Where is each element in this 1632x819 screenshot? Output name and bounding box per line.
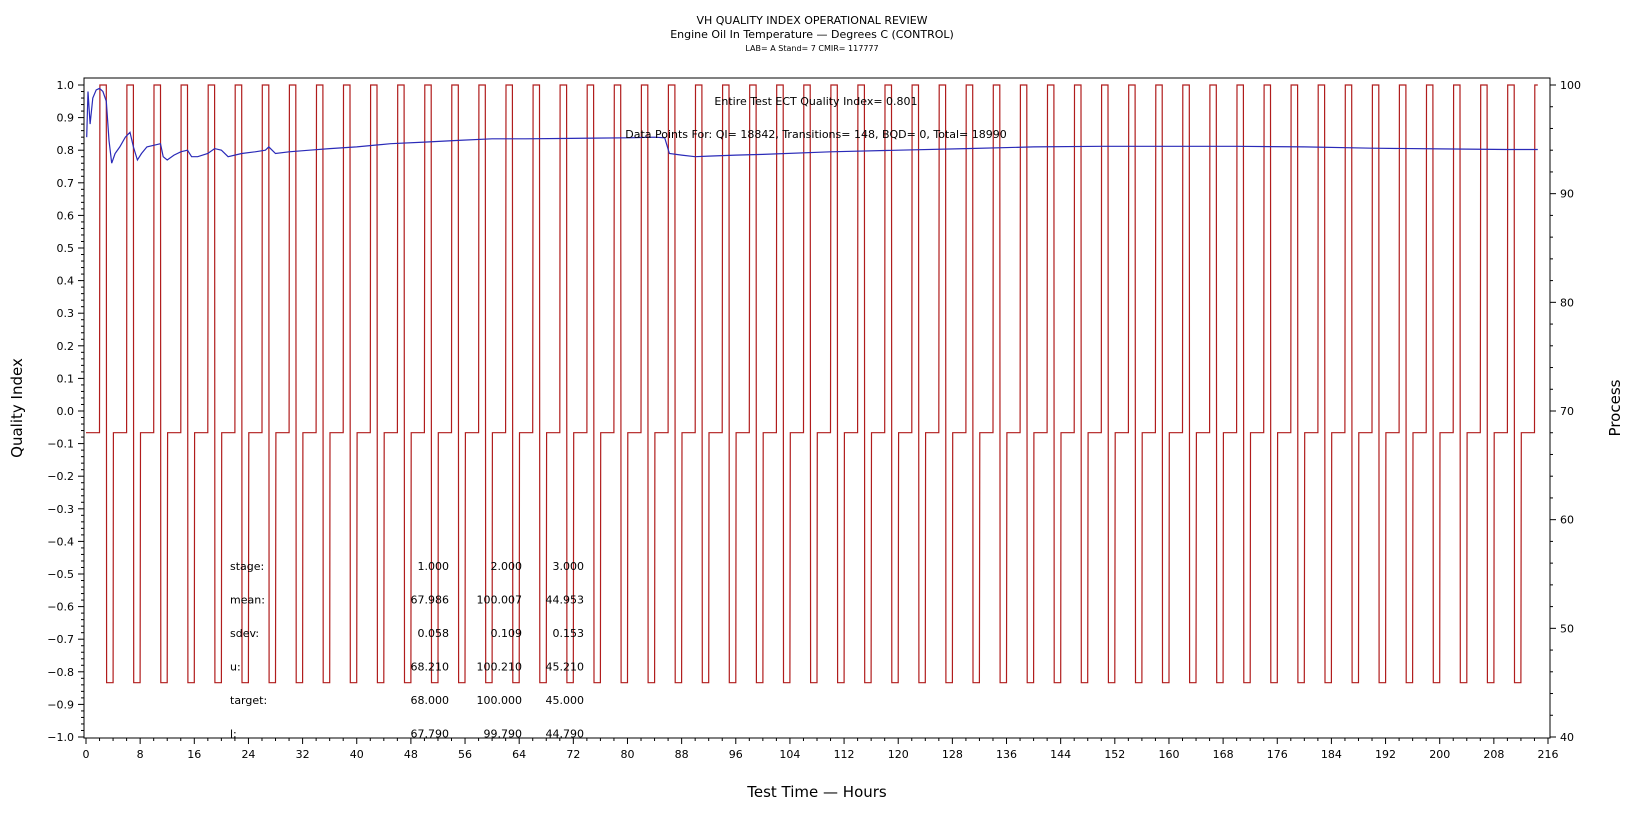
y2-tick-label: 60 — [1560, 514, 1574, 527]
x-tick-label: 136 — [996, 748, 1017, 761]
stats-cell: 100.210 — [477, 661, 523, 674]
x-tick-label: 216 — [1538, 748, 1559, 761]
x-tick-label: 24 — [241, 748, 255, 761]
stats-cell: 100.000 — [477, 694, 523, 707]
stats-cell: 3.000 — [553, 560, 585, 573]
stats-cell: 2.000 — [491, 560, 523, 573]
x-tick-label: 192 — [1375, 748, 1396, 761]
x-tick-label: 80 — [620, 748, 634, 761]
x-tick-label: 168 — [1213, 748, 1234, 761]
stats-table: stage: 1.000 2.000 3.000 mean: 67.986 100.007 4… — [230, 560, 584, 741]
x-tick-label: 184 — [1321, 748, 1342, 761]
y2-tick-label: 90 — [1560, 188, 1574, 201]
stats-cell: 44.790 — [546, 728, 585, 741]
x-tick-label: 104 — [779, 748, 800, 761]
x-tick-label: 144 — [1050, 748, 1071, 761]
x-tick-label: 96 — [729, 748, 743, 761]
x-tick-label: 40 — [350, 748, 364, 761]
y-tick-label: −0.7 — [47, 633, 74, 646]
x-axis-title: Test Time — Hours — [746, 783, 887, 801]
stats-cell: 1.000 — [418, 560, 450, 573]
y-tick-label: −1.0 — [47, 731, 74, 744]
y-tick-label: 0.9 — [57, 112, 75, 125]
x-tick-label: 16 — [187, 748, 201, 761]
stats-cell: 68.000 — [411, 694, 450, 707]
stats-cell: 68.210 — [411, 661, 450, 674]
y-tick-label: 0.4 — [57, 275, 75, 288]
y-tick-label: 0.3 — [57, 307, 75, 320]
y-tick-label: −0.3 — [47, 503, 74, 516]
y-tick-label: 1.0 — [57, 79, 75, 92]
x-tick-label: 112 — [834, 748, 855, 761]
y-tick-label: 0.5 — [57, 242, 75, 255]
x-tick-label: 8 — [137, 748, 144, 761]
stats-cell: 0.153 — [553, 627, 585, 640]
chart-subtitle-lab: LAB= A Stand= 7 CMIR= 117777 — [745, 44, 878, 53]
x-tick-label: 32 — [296, 748, 310, 761]
y-tick-label: −0.5 — [47, 568, 74, 581]
y2-tick-label: 50 — [1560, 622, 1574, 635]
stats-cell: 0.109 — [491, 627, 523, 640]
stats-cell: 44.953 — [546, 594, 585, 607]
stats-cell: 67.790 — [411, 728, 450, 741]
x-tick-label: 56 — [458, 748, 472, 761]
x-tick-label: 88 — [675, 748, 689, 761]
chart-title: VH QUALITY INDEX OPERATIONAL REVIEW — [696, 14, 927, 27]
y2-tick-label: 40 — [1560, 731, 1574, 744]
y-tick-label: −0.1 — [47, 438, 74, 451]
stats-row-label: target: — [230, 694, 267, 707]
stats-row-label: stage: — [230, 560, 264, 573]
stats-row-label: sdev: — [230, 627, 259, 640]
x-tick-label: 128 — [942, 748, 963, 761]
x-tick-label: 176 — [1267, 748, 1288, 761]
stats-cell: 99.790 — [484, 728, 523, 741]
y2-tick-label: 100 — [1560, 79, 1581, 92]
stats-cell: 45.000 — [546, 694, 585, 707]
y-tick-label: −0.6 — [47, 601, 74, 614]
y-tick-label: −0.4 — [47, 535, 74, 548]
y2-axis-title: Process — [1606, 379, 1624, 436]
y-tick-label: 0.2 — [57, 340, 75, 353]
y-axis-right: 100 90 80 70 60 50 40 — [1550, 79, 1581, 744]
y-tick-label: 0.6 — [57, 209, 75, 222]
x-axis: 0 8 16 24 32 40 48 56 64 72 80 88 96 104 112 120 128 136 1… — [83, 738, 1559, 761]
quality-index-series-line — [86, 87, 1538, 164]
stats-cell: 45.210 — [546, 661, 585, 674]
y-tick-label: −0.8 — [47, 666, 74, 679]
y-tick-label: 0.1 — [57, 372, 75, 385]
stats-row-label: u: — [230, 661, 241, 674]
y-axis-title: Quality Index — [8, 358, 26, 458]
y2-tick-label: 70 — [1560, 405, 1574, 418]
y2-tick-label: 80 — [1560, 296, 1574, 309]
data-points-annotation: Data Points For: QI= 18842, Transitions=… — [625, 128, 1007, 141]
stats-cell: 67.986 — [411, 594, 450, 607]
y-tick-label: 0.8 — [57, 144, 75, 157]
x-tick-label: 64 — [512, 748, 526, 761]
qi-annotation: Entire Test ECT Quality Index= 0.801 — [714, 95, 917, 108]
x-tick-label: 0 — [83, 748, 90, 761]
y-tick-label: 0.7 — [57, 177, 75, 190]
x-tick-label: 48 — [404, 748, 418, 761]
x-tick-label: 72 — [566, 748, 580, 761]
chart-subtitle: Engine Oil In Temperature — Degrees C (C… — [670, 28, 954, 41]
y-tick-label: 0.0 — [57, 405, 75, 418]
stats-cell: 100.007 — [477, 594, 523, 607]
y-tick-label: −0.2 — [47, 470, 74, 483]
stats-row-label: mean: — [230, 594, 265, 607]
x-tick-label: 200 — [1429, 748, 1450, 761]
process-series-line — [86, 84, 1538, 684]
x-tick-label: 208 — [1483, 748, 1504, 761]
y-tick-label: −0.9 — [47, 698, 74, 711]
x-tick-label: 152 — [1104, 748, 1125, 761]
y-axis-left: 1.0 0.9 0.8 0.7 0.6 0.5 0.4 0.3 0.2 0.1 0.0 −0.1 −0.… — [47, 79, 84, 744]
x-tick-label: 120 — [888, 748, 909, 761]
stats-cell: 0.058 — [418, 627, 450, 640]
stats-row-label: l: — [230, 728, 237, 741]
series-layer — [86, 84, 1538, 684]
x-tick-label: 160 — [1158, 748, 1179, 761]
